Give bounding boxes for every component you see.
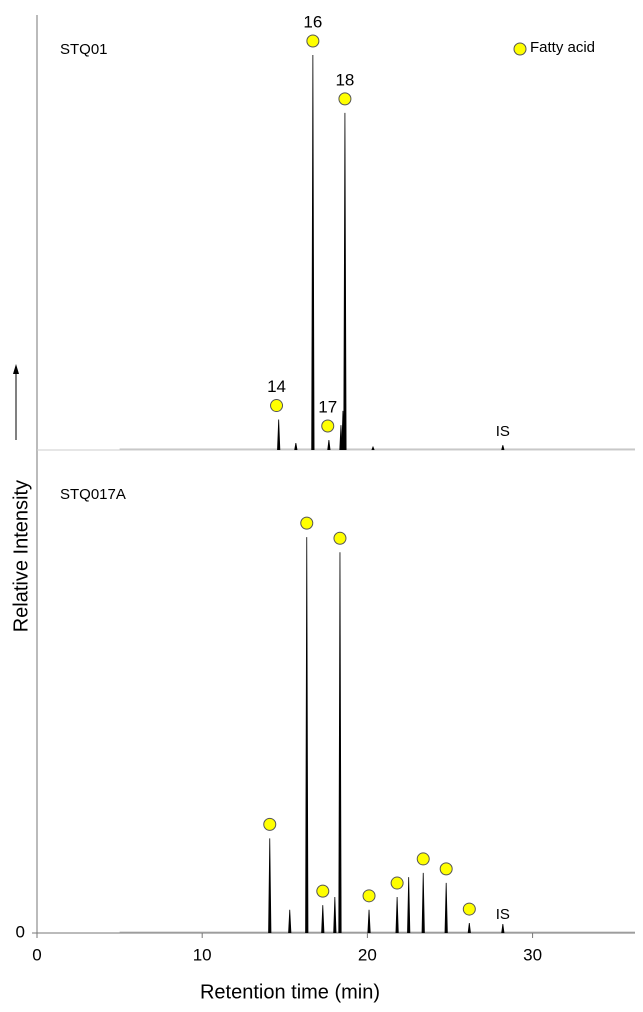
marker — [333, 531, 347, 545]
marker — [300, 516, 314, 530]
is-label: IS — [496, 906, 510, 923]
marker — [321, 419, 335, 433]
x-tick-label: 10 — [193, 945, 212, 964]
legend-label: Fatty acid — [530, 39, 595, 56]
marker — [416, 852, 430, 866]
peak — [288, 909, 292, 934]
marker-label: 14 — [267, 377, 286, 396]
peak — [333, 897, 337, 934]
marker — [362, 889, 376, 903]
marker — [462, 902, 476, 916]
peak — [444, 882, 448, 934]
y-tick-label: 0 — [16, 922, 25, 941]
peak — [327, 439, 331, 451]
y-arrow-head — [13, 364, 19, 374]
peak — [311, 55, 315, 451]
peak — [321, 905, 325, 934]
peak — [268, 838, 272, 934]
peak — [305, 537, 309, 934]
marker — [316, 884, 330, 898]
x-tick-label: 30 — [523, 945, 542, 964]
x-axis-label: Retention time (min) — [200, 981, 380, 1003]
peak — [367, 909, 371, 934]
marker-label: 17 — [318, 397, 337, 416]
x-tick-label: 20 — [358, 945, 377, 964]
x-tick-label: 0 — [32, 945, 41, 964]
peak — [343, 112, 347, 451]
peak — [338, 552, 342, 934]
peak — [421, 872, 425, 934]
marker — [306, 34, 320, 48]
peak — [467, 923, 471, 934]
marker-label: 18 — [335, 70, 354, 89]
peak — [501, 923, 505, 934]
panel-name: STQ017A — [60, 486, 126, 503]
marker — [390, 876, 404, 890]
marker — [338, 92, 352, 106]
marker — [439, 862, 453, 876]
peak — [294, 442, 298, 451]
panel-name: STQ01 — [60, 41, 108, 58]
legend-marker — [513, 42, 527, 56]
peak — [407, 877, 411, 934]
is-label: IS — [496, 423, 510, 440]
marker — [270, 399, 284, 413]
peak — [395, 897, 399, 934]
marker-label: 16 — [303, 13, 322, 32]
peak — [501, 445, 505, 451]
y-axis-label: Relative Intensity — [10, 480, 32, 632]
marker — [263, 817, 277, 831]
peak — [277, 419, 281, 451]
peak — [371, 445, 375, 451]
